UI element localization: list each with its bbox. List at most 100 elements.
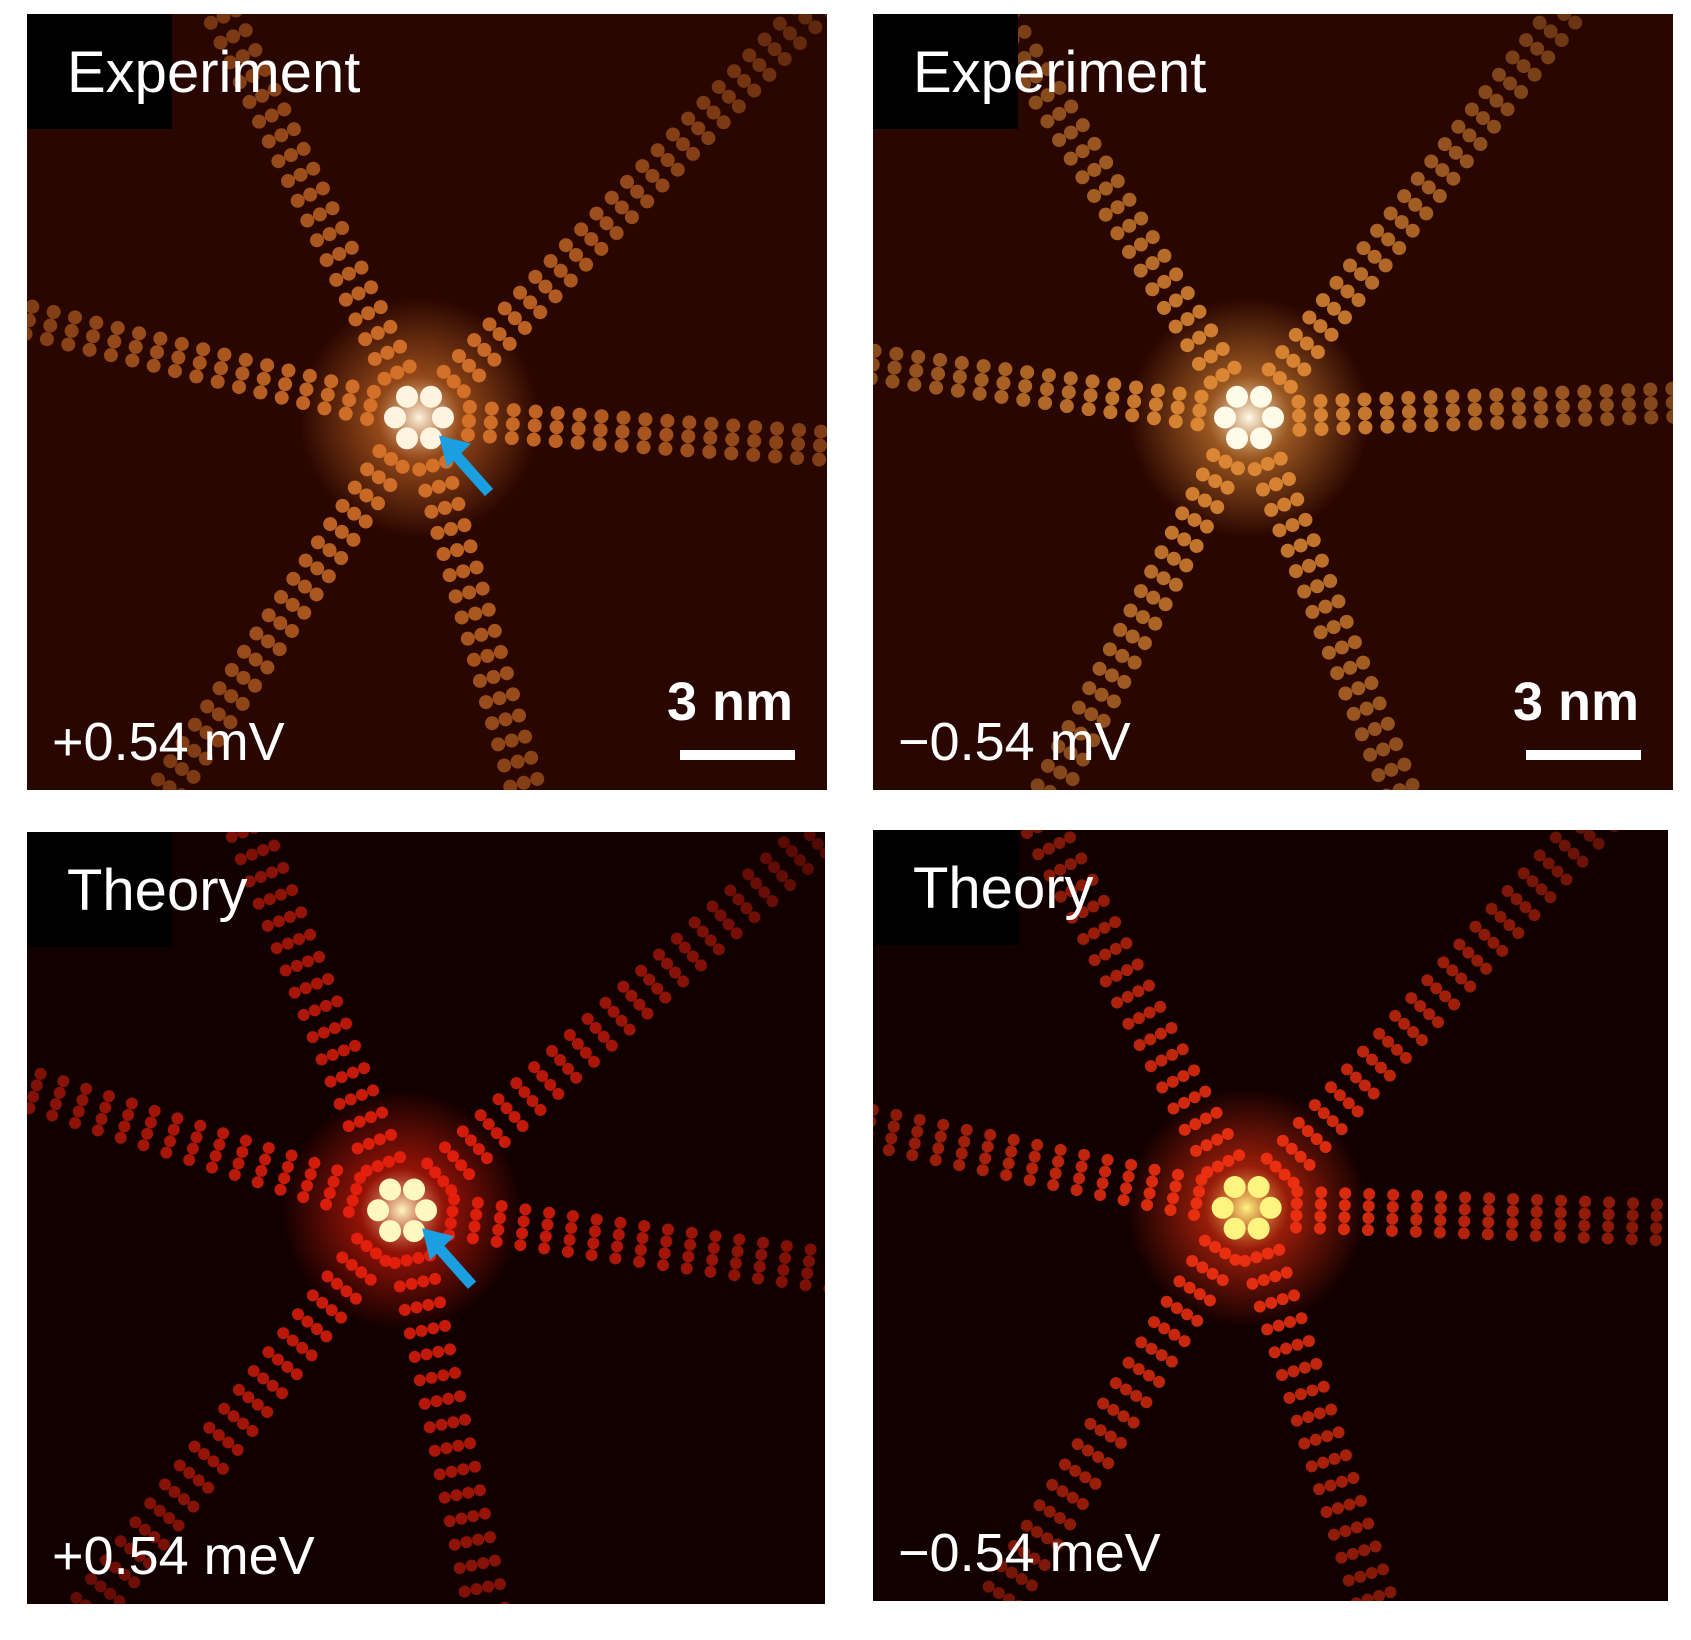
arm-dot [1379,391,1394,406]
arm-dot [1310,579,1325,594]
arm-dot [114,1131,127,1144]
arm-dot [1089,1477,1102,1490]
arm-dot [146,358,161,373]
arm-dot [278,377,293,392]
arm-dot [1451,119,1466,134]
arm-dot [1071,700,1086,715]
arm-dot [1421,974,1434,987]
arm-dot [958,1135,971,1148]
arm-dot [1107,377,1122,392]
arm-dot [1165,1355,1178,1368]
arm-dot [1087,188,1102,203]
arm-dot [487,623,502,638]
arm-dot [813,438,827,453]
arm-dot [638,1220,651,1233]
arm-dot [217,1127,230,1140]
arm-dot [1486,119,1501,134]
arm-dot [1339,1449,1352,1462]
arm-dot [1374,1061,1387,1074]
arm-dot [612,1228,625,1241]
arm-dot [1309,1433,1322,1446]
arm-dot [658,1247,671,1260]
arm-dot [1621,397,1636,412]
arm-dot [755,1248,768,1261]
arm-dot [232,380,247,395]
arm-dot [68,310,83,325]
arm-dot [748,419,763,434]
arm-dot [1455,972,1468,985]
arm-dot [1501,885,1514,898]
arm-dot [1110,226,1125,241]
arm-dot [500,1601,510,1604]
arm-dot [125,1097,138,1110]
arm-dot [732,893,745,906]
arm-dot [1053,1511,1066,1524]
arm-dot [454,610,469,625]
core-dot [1211,1196,1234,1219]
arm-dot [364,280,379,295]
core-dot [1223,1217,1246,1240]
arm-dot [707,1242,720,1255]
arm-dot [27,327,33,341]
arm-dot [128,339,143,354]
arm-dot [306,161,321,176]
arm-dot [212,681,227,696]
arm-dot [1337,310,1352,325]
arm-dot [984,1128,997,1141]
arm-dot [605,1039,618,1052]
arm-dot [1075,852,1088,865]
arm-dot [1384,1586,1397,1599]
arm-dot [313,950,326,963]
arm-dot [885,374,900,389]
arm-dot [1085,374,1100,389]
arm-dot [262,1142,275,1155]
arm-dot [1166,1075,1179,1088]
arm-dot [1104,1430,1117,1443]
arm-dot [408,1350,421,1363]
arm-dot [1075,752,1090,767]
arm-dot [1000,1169,1013,1182]
arm-dot [563,1233,576,1246]
arm-dot [1087,900,1100,913]
arm-dot [310,561,325,576]
arm-dot [1145,282,1160,297]
arm-dot [611,1240,624,1253]
arm-dot [1287,1365,1300,1378]
arm-dot [546,1045,559,1058]
arm-dot [1155,1349,1168,1362]
arm-dot [1459,1191,1472,1204]
arm-dot [873,343,882,358]
arm-dot [1313,1407,1326,1420]
arm-dot [249,832,259,834]
arm-dot [248,652,263,667]
arm-dot [1073,726,1088,741]
arm-dot [430,1395,443,1408]
arm-dot [1376,742,1391,757]
arm-dot [1419,206,1434,221]
arm-dot [1382,788,1391,790]
arm-dot [413,1374,426,1387]
arm-dot [1157,248,1172,263]
arm-dot [186,1142,199,1155]
arm-dot [758,886,771,899]
arm-dot [245,68,260,83]
arm-dot [1555,1194,1568,1207]
arm-dot [913,1113,926,1126]
arm-dot [660,152,675,167]
core-dot [1247,1176,1270,1199]
arm-dot [889,346,904,361]
arm-dot [1339,614,1354,629]
arm-dot [804,1243,817,1256]
arm-dot [454,1390,467,1403]
arm-dot [1302,1410,1315,1423]
arm-dot [447,1416,460,1429]
arm-dot [261,1406,274,1419]
arm-dot [1073,1172,1086,1185]
arm-dot [1097,1397,1110,1410]
arm-dot [890,1108,903,1121]
arm-dot [1531,1193,1544,1206]
arm-dot [1083,388,1098,403]
arm-dot [236,832,249,839]
arm-dot [728,1269,741,1282]
arm-dot [122,1108,135,1121]
